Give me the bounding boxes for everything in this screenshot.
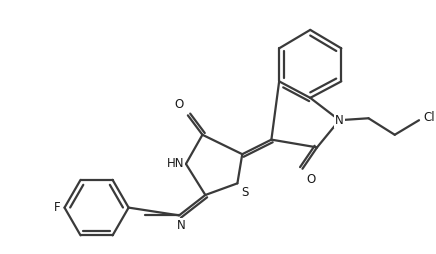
Text: Cl: Cl <box>424 111 436 124</box>
Text: O: O <box>307 173 316 186</box>
Text: N: N <box>335 114 344 127</box>
Text: O: O <box>175 99 184 112</box>
Text: S: S <box>241 186 249 199</box>
Text: HN: HN <box>167 157 184 170</box>
Text: F: F <box>54 201 61 214</box>
Text: N: N <box>177 219 185 232</box>
